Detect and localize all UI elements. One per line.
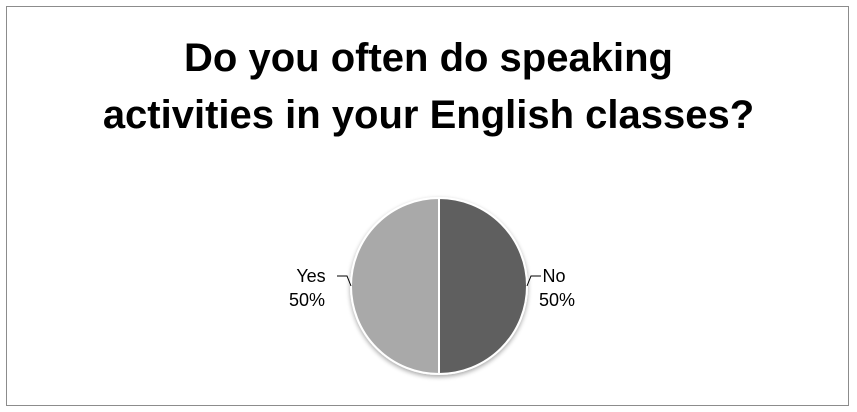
leader-line-yes [337,275,352,287]
pie-slice-no [438,196,528,376]
leader-line-no [526,275,541,287]
slice-percent-yes: 50% [289,290,325,310]
slice-label-yes: Yes [296,266,325,286]
slice-percent-no: 50% [539,290,575,310]
chart-title-line-1: Do you often do speaking [184,36,673,80]
chart-title: Do you often do speaking activities in y… [0,30,857,144]
chart-title-line-2: activities in your English classes? [102,93,755,137]
slice-label-no: No [542,266,565,286]
pie-slice-yes [350,196,440,376]
